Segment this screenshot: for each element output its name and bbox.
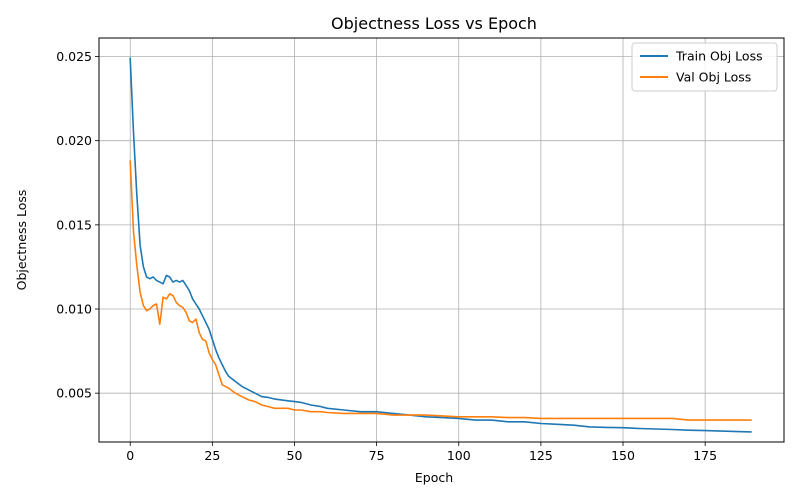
val-obj-loss-line xyxy=(129,160,752,421)
x-tick-label: 175 xyxy=(693,448,717,463)
x-tick-label: 0 xyxy=(126,448,134,463)
x-axis-ticks: 0 25 50 75 100 125 150 175 xyxy=(126,442,717,463)
x-tick-label: 25 xyxy=(204,448,220,463)
grid-lines xyxy=(99,38,784,442)
y-tick-label: 0.025 xyxy=(56,49,92,64)
x-axis-label: Epoch xyxy=(415,470,453,485)
y-tick-label: 0.020 xyxy=(56,133,92,148)
x-tick-label: 100 xyxy=(447,448,471,463)
legend-box xyxy=(631,42,778,92)
legend: Train Obj Loss Val Obj Loss xyxy=(631,42,778,92)
train-obj-loss-line xyxy=(129,57,752,433)
y-tick-label: 0.015 xyxy=(56,217,92,232)
y-axis-label: Objectness Loss xyxy=(14,190,29,291)
y-axis-ticks: 0.005 0.010 0.015 0.020 0.025 xyxy=(56,49,99,401)
chart-title: Objectness Loss vs Epoch xyxy=(331,14,537,33)
x-tick-label: 75 xyxy=(369,448,385,463)
legend-label-train: Train Obj Loss xyxy=(675,49,763,64)
y-tick-label: 0.010 xyxy=(56,302,92,317)
y-tick-label: 0.005 xyxy=(56,386,92,401)
x-tick-label: 50 xyxy=(287,448,303,463)
x-tick-label: 125 xyxy=(529,448,553,463)
legend-label-val: Val Obj Loss xyxy=(676,70,751,85)
series-lines xyxy=(129,57,752,433)
plot-area-frame xyxy=(98,37,785,443)
x-tick-label: 150 xyxy=(611,448,635,463)
